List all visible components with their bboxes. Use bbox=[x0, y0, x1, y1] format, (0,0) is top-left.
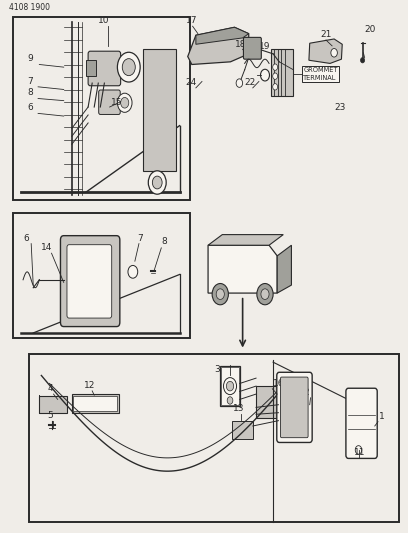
Circle shape bbox=[212, 284, 228, 305]
Text: 18: 18 bbox=[235, 39, 246, 49]
Circle shape bbox=[224, 377, 237, 394]
Bar bbox=[143, 49, 175, 171]
Text: 11: 11 bbox=[355, 448, 366, 457]
Circle shape bbox=[121, 98, 129, 108]
Circle shape bbox=[273, 84, 277, 90]
Circle shape bbox=[355, 446, 362, 454]
Text: 24: 24 bbox=[186, 78, 197, 87]
Circle shape bbox=[227, 397, 233, 404]
Bar bbox=[39, 395, 67, 413]
Text: 20: 20 bbox=[365, 25, 376, 34]
Polygon shape bbox=[277, 245, 291, 293]
Bar bbox=[72, 394, 119, 413]
Text: 8: 8 bbox=[27, 88, 33, 98]
Text: 2: 2 bbox=[304, 387, 309, 397]
Text: 7: 7 bbox=[27, 77, 33, 86]
FancyBboxPatch shape bbox=[88, 51, 121, 86]
FancyBboxPatch shape bbox=[60, 236, 120, 327]
Circle shape bbox=[261, 289, 269, 300]
Text: 14: 14 bbox=[41, 243, 53, 252]
Bar bbox=[13, 17, 190, 200]
Text: GROMMET
TERMINAL: GROMMET TERMINAL bbox=[303, 67, 338, 81]
Bar bbox=[86, 60, 96, 76]
Text: 13: 13 bbox=[233, 403, 244, 413]
FancyBboxPatch shape bbox=[277, 372, 312, 442]
Circle shape bbox=[152, 176, 162, 189]
Text: 12: 12 bbox=[84, 381, 95, 390]
Polygon shape bbox=[309, 39, 342, 63]
Text: 21: 21 bbox=[320, 30, 331, 39]
Circle shape bbox=[261, 69, 269, 81]
Text: 8: 8 bbox=[161, 237, 167, 246]
Bar bbox=[221, 367, 239, 405]
Bar bbox=[13, 213, 190, 338]
Bar bbox=[228, 252, 238, 265]
Bar bbox=[241, 252, 252, 265]
Circle shape bbox=[118, 52, 140, 82]
Polygon shape bbox=[188, 27, 249, 64]
Polygon shape bbox=[196, 27, 249, 44]
Text: 23: 23 bbox=[334, 103, 346, 112]
Text: 1: 1 bbox=[379, 411, 385, 421]
Bar bbox=[220, 366, 240, 406]
Circle shape bbox=[273, 73, 277, 79]
FancyBboxPatch shape bbox=[346, 388, 377, 458]
Circle shape bbox=[122, 59, 135, 76]
Text: 6: 6 bbox=[27, 103, 33, 112]
Circle shape bbox=[128, 265, 138, 278]
Bar bbox=[271, 49, 293, 96]
FancyBboxPatch shape bbox=[244, 37, 262, 59]
Text: 3: 3 bbox=[214, 365, 220, 374]
Circle shape bbox=[257, 284, 273, 305]
Bar bbox=[73, 396, 117, 411]
FancyBboxPatch shape bbox=[67, 245, 112, 318]
FancyBboxPatch shape bbox=[280, 377, 308, 438]
Text: 19: 19 bbox=[259, 42, 271, 51]
Text: 22: 22 bbox=[245, 78, 256, 87]
Circle shape bbox=[236, 79, 243, 87]
Text: 9: 9 bbox=[27, 54, 33, 63]
Text: 17: 17 bbox=[186, 15, 197, 25]
Text: 16: 16 bbox=[273, 379, 285, 387]
Circle shape bbox=[118, 93, 132, 112]
Circle shape bbox=[148, 171, 166, 194]
Bar bbox=[256, 386, 278, 418]
Text: 5: 5 bbox=[47, 410, 53, 419]
Circle shape bbox=[361, 58, 365, 63]
Bar bbox=[233, 421, 253, 439]
Text: 6: 6 bbox=[23, 233, 29, 243]
Polygon shape bbox=[208, 235, 283, 245]
Text: 4108 1900: 4108 1900 bbox=[9, 3, 50, 12]
Bar bbox=[29, 354, 399, 522]
FancyBboxPatch shape bbox=[99, 90, 120, 115]
Text: 10: 10 bbox=[98, 15, 110, 25]
Bar bbox=[255, 252, 265, 265]
Circle shape bbox=[273, 64, 277, 70]
Circle shape bbox=[226, 381, 234, 391]
Circle shape bbox=[216, 289, 224, 300]
Circle shape bbox=[331, 49, 337, 57]
Polygon shape bbox=[208, 245, 277, 293]
Text: 4: 4 bbox=[47, 384, 53, 393]
Text: 7: 7 bbox=[137, 233, 143, 243]
Text: 15: 15 bbox=[111, 98, 122, 107]
Bar bbox=[214, 252, 225, 265]
